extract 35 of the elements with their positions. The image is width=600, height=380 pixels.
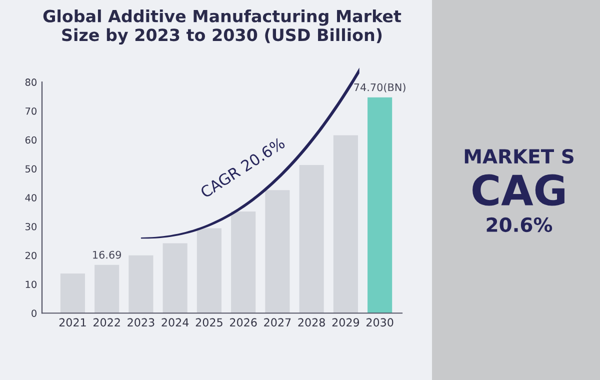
x-tick-label: 2022	[94, 318, 120, 327]
y-tick-label: 50	[26, 165, 36, 173]
bar	[368, 97, 392, 314]
x-tick-label: 2025	[196, 318, 222, 327]
bar	[265, 190, 290, 314]
bar	[196, 228, 222, 314]
x-tick-label: 2023	[128, 318, 154, 327]
chart-title: Global Additive Manufacturing Market Size by 2023 to 2030 (USD Billion)	[43, 10, 402, 45]
data-label: 74.70(BN)	[354, 83, 406, 92]
bar	[162, 243, 188, 314]
x-tick-label: 2029	[332, 318, 360, 327]
x-tick-label: 2024	[162, 318, 189, 327]
x-tick-label: 2028	[298, 318, 325, 327]
bar	[231, 211, 256, 314]
x-tick-label: 2026	[230, 318, 257, 327]
y-tick-label: 40	[25, 194, 36, 202]
y-tick-label: 10	[26, 280, 36, 288]
x-tick-label: 2030	[366, 318, 394, 327]
y-tick-label: 0	[32, 310, 36, 317]
y-tick-label: 60	[25, 136, 36, 144]
text: MARKET S	[464, 148, 574, 164]
x-tick-label: 2021	[59, 318, 86, 327]
data-label: 16.69	[93, 250, 122, 259]
y-tick-label: 70	[26, 107, 36, 115]
y-tick-label: 30	[26, 222, 36, 230]
text: 20.6%	[486, 217, 552, 232]
x-tick-label: 2027	[264, 318, 291, 327]
bar	[94, 264, 120, 314]
bar	[299, 164, 324, 314]
bar	[128, 255, 154, 314]
y-tick-label: 20	[25, 252, 36, 260]
bar	[60, 274, 85, 314]
y-tick-label: 80	[25, 78, 36, 86]
bar	[333, 135, 358, 314]
text: CAG	[472, 174, 564, 206]
